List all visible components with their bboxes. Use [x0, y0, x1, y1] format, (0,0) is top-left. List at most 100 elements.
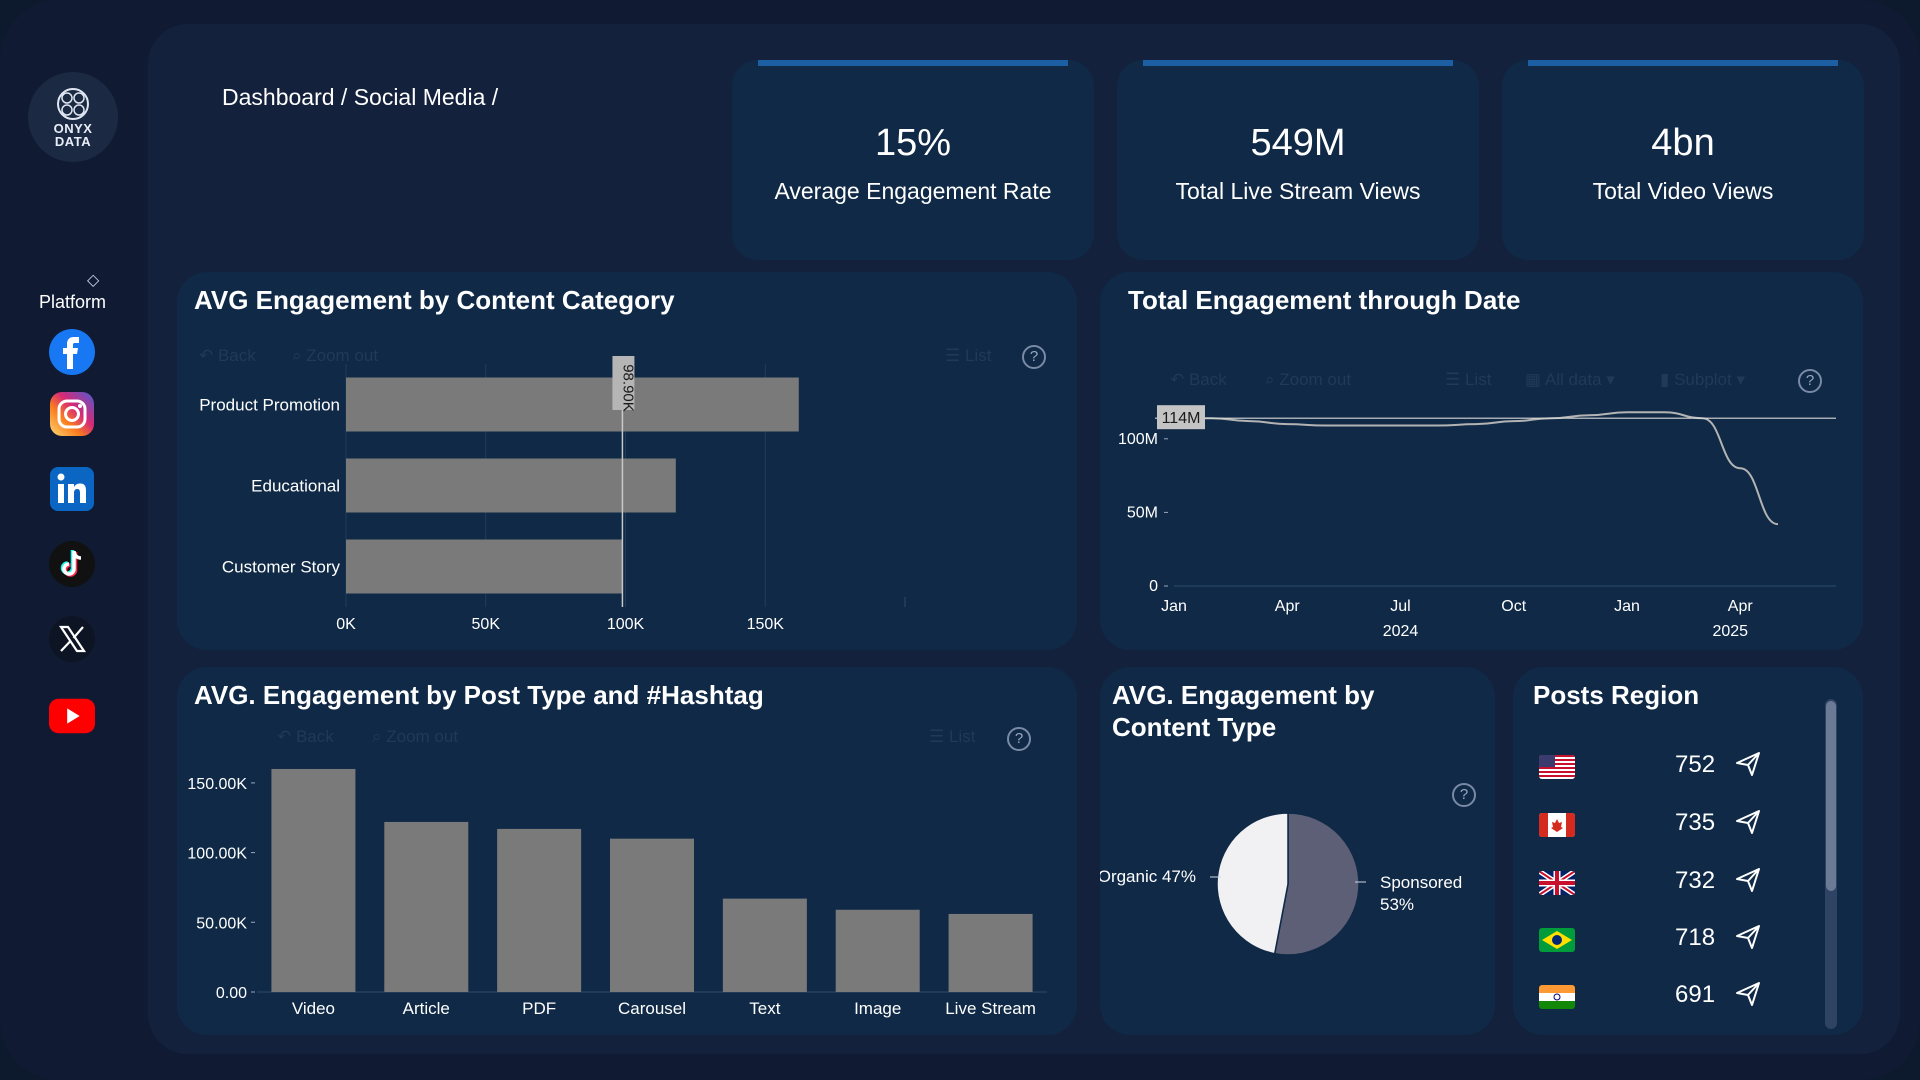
x-tick-label: Jan: [1614, 598, 1640, 615]
panel-engagement-timeline: Total Engagement through Date ↶ Back ⌕ Z…: [1100, 272, 1863, 650]
back-label: Back: [217, 346, 256, 365]
send-icon: [1735, 809, 1761, 840]
y-tick-label: 100M: [1118, 431, 1158, 448]
panel-title: Posts Region: [1533, 680, 1700, 710]
subplot-dropdown[interactable]: ▮ Subplot ▾: [1660, 370, 1746, 389]
india-flag-icon: [1539, 985, 1575, 1009]
help-icon[interactable]: ?: [1022, 345, 1046, 369]
panel-title-line2: Content Type: [1112, 712, 1277, 742]
send-icon: [1735, 981, 1761, 1012]
list-button[interactable]: ☰ List: [1445, 370, 1492, 389]
region-row-india[interactable]: 691: [1539, 979, 1761, 1019]
category-label: Customer Story: [222, 558, 341, 577]
category-label: Video: [292, 999, 335, 1018]
reference-label: 114M: [1162, 410, 1201, 427]
zoom-out-button[interactable]: ⌕ Zoom out: [292, 346, 379, 365]
back-button[interactable]: ↶ Back: [1170, 370, 1227, 389]
bar: [384, 821, 469, 992]
platform-filter-label: Platform: [38, 292, 107, 312]
bar: [271, 768, 356, 992]
kpi-value: 15%: [874, 122, 952, 164]
pie-slice: [1216, 812, 1289, 955]
subplot-label: Subplot: [1674, 370, 1732, 389]
youtube-icon[interactable]: [48, 692, 96, 740]
bar: [346, 377, 799, 432]
logo-text-line2: DATA: [54, 134, 92, 149]
bar: [346, 539, 623, 594]
region-scrollbar[interactable]: [1825, 699, 1837, 1029]
panel-title: AVG. Engagement by Post Type and #Hashta…: [194, 680, 764, 710]
panel-title: AVG Engagement by Content Category: [194, 285, 675, 315]
category-label: Educational: [251, 477, 340, 496]
chart-content-category: 0K 50K 100K 150K Product Promotion Educationa…: [199, 356, 906, 633]
list-button[interactable]: ☰ List: [945, 346, 992, 365]
category-label: Carousel: [618, 999, 686, 1018]
y-tick-label: 150.00K: [187, 776, 247, 793]
reference-label: 98.90K: [619, 364, 636, 412]
linkedin-icon[interactable]: [48, 465, 96, 513]
back-button[interactable]: ↶ Back: [277, 727, 334, 746]
panel-content-category: AVG Engagement by Content Category ↶ Bac…: [177, 272, 1077, 650]
region-row-uk[interactable]: 732: [1539, 865, 1760, 905]
help-icon[interactable]: ?: [1798, 369, 1822, 393]
panel-posts-region: Posts Region 752 735 732: [1513, 667, 1863, 1035]
chart-engagement-timeline: 0 50M 100M Jan Apr Jul Oct Jan Apr 2024 2025 114M: [1118, 405, 1836, 640]
onyx-data-logo[interactable]: ONYX DATA: [28, 72, 118, 162]
panel-post-type: AVG. Engagement by Post Type and #Hashta…: [177, 667, 1077, 1035]
back-button[interactable]: ↶ Back: [199, 346, 256, 365]
zoom-out-label: Zoom out: [306, 346, 379, 365]
kpi-card-live-stream-views: 549M Total Live Stream Views: [1117, 60, 1479, 260]
y-tick-label: 0.00: [216, 985, 247, 1002]
list-label: List: [948, 727, 976, 746]
tiktok-icon[interactable]: [48, 540, 96, 588]
panel-content-type: AVG. Engagement by Content Type ? Sponso…: [1100, 667, 1495, 1035]
category-label: PDF: [522, 999, 556, 1018]
all-data-dropdown[interactable]: ▦ All data ▾: [1525, 370, 1615, 389]
facebook-icon[interactable]: [48, 328, 96, 376]
panel-title-line1: AVG. Engagement by: [1112, 680, 1375, 710]
list-button[interactable]: ☰ List: [929, 727, 976, 746]
x-twitter-icon[interactable]: [48, 615, 96, 663]
kpi-accent-bar: [1528, 60, 1838, 66]
x-tick-label: Oct: [1501, 598, 1526, 615]
all-data-label: All data: [1544, 370, 1602, 389]
reference-label-bg: [1157, 405, 1205, 430]
region-scrollbar-thumb[interactable]: [1826, 701, 1836, 891]
sidebar: ONYX DATA ◇ Platform: [25, 60, 120, 760]
help-icon[interactable]: ?: [1007, 727, 1031, 751]
y-tick-label: 100.00K: [187, 846, 247, 863]
region-post-count: 735: [1675, 809, 1716, 836]
zoom-out-button[interactable]: ⌕ Zoom out: [1265, 370, 1352, 389]
region-post-count: 718: [1675, 924, 1716, 951]
instagram-icon[interactable]: [48, 390, 96, 438]
category-label: Live Stream: [945, 999, 1036, 1018]
x-tick-label: Jul: [1390, 598, 1410, 615]
region-row-brazil[interactable]: 718: [1539, 922, 1760, 962]
slice-label: 53%: [1380, 895, 1414, 914]
x-tick-label: 0K: [336, 616, 356, 633]
bar: [948, 913, 1033, 992]
category-label: Text: [749, 999, 780, 1018]
category-label: Image: [854, 999, 901, 1018]
breadcrumb[interactable]: Dashboard / Social Media /: [222, 84, 499, 110]
kpi-accent-bar: [1143, 60, 1453, 66]
panel-title: Total Engagement through Date: [1128, 285, 1521, 315]
x-tick-label: 50K: [472, 616, 501, 633]
uk-flag-icon: [1539, 871, 1575, 895]
category-label: Product Promotion: [199, 396, 340, 415]
bar: [835, 909, 920, 992]
us-flag-icon: [1539, 755, 1575, 779]
kpi-card-engagement-rate: 15% Average Engagement Rate: [732, 60, 1094, 260]
help-icon[interactable]: ?: [1452, 783, 1476, 807]
logo-text-line1: ONYX: [53, 121, 93, 136]
x-tick-label: Jan: [1161, 598, 1187, 615]
y-tick-label: 50M: [1127, 504, 1158, 521]
region-row-canada[interactable]: 735: [1539, 807, 1761, 847]
clear-filter-icon[interactable]: ◇: [87, 272, 100, 289]
chart-post-type: 0.00 50.00K 100.00K 150.00K Video Article PDF C…: [187, 768, 1047, 1018]
region-row-us[interactable]: 752: [1539, 749, 1760, 789]
kpi-label: Total Live Stream Views: [1175, 178, 1421, 204]
zoom-out-label: Zoom out: [386, 727, 459, 746]
zoom-out-button[interactable]: ⌕ Zoom out: [372, 727, 459, 746]
slice-label: Organic 47%: [1100, 867, 1196, 886]
